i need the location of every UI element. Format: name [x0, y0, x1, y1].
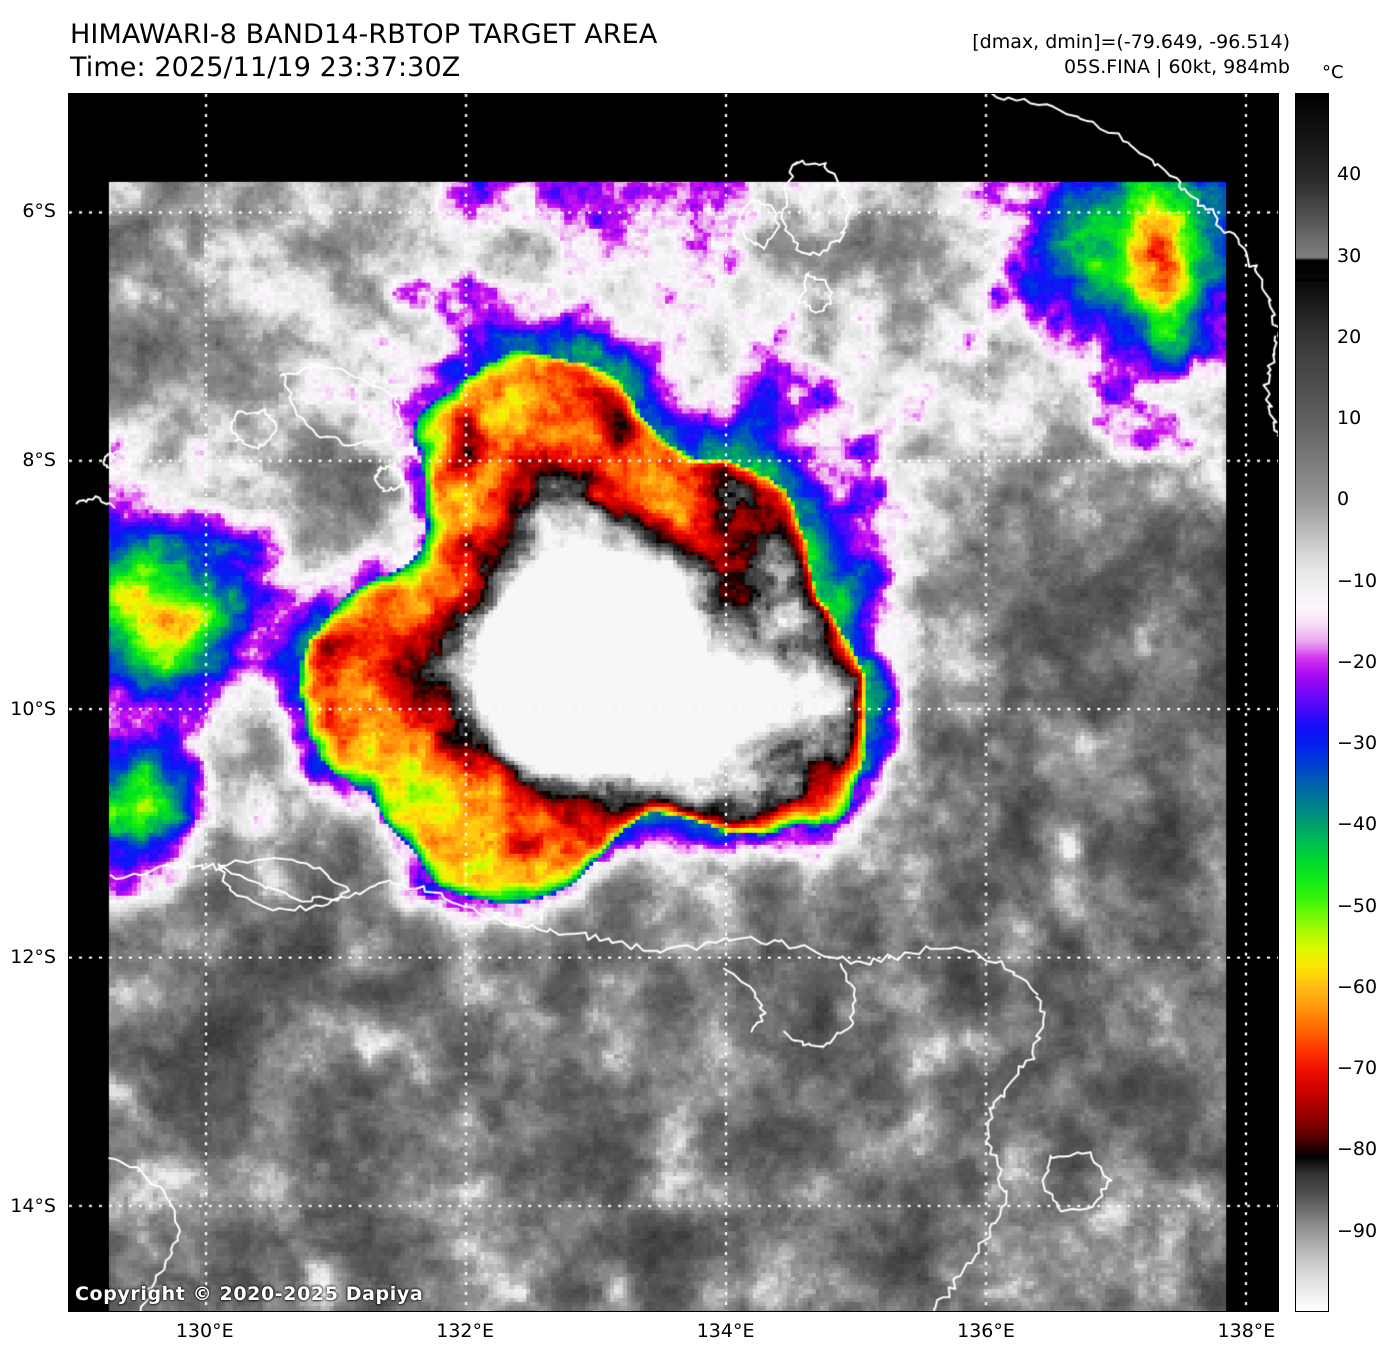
colorbar-tick-label: −80 — [1337, 1138, 1378, 1161]
colorbar-tick-label: −30 — [1337, 732, 1378, 755]
copyright-notice: Copyright © 2020-2025 Dapiya — [75, 1283, 424, 1305]
title-timestamp: Time: 2025/11/19 23:37:30Z — [70, 52, 461, 83]
storm-info-label: 05S.FINA | 60kt, 984mb — [1063, 56, 1290, 78]
title-primary: HIMAWARI-8 BAND14-RBTOP TARGET AREA — [70, 19, 658, 50]
colorbar-tick-label: 40 — [1337, 163, 1362, 186]
colorbar-tick-label: 10 — [1337, 407, 1362, 430]
latitude-tick-label: 6°S — [22, 200, 56, 223]
longitude-tick-label: 132°E — [436, 1320, 495, 1342]
colorbar-tick-label: −50 — [1337, 894, 1378, 917]
colorbar-main-segment — [1295, 279, 1329, 1312]
colorbar-tick-label: −70 — [1337, 1057, 1378, 1080]
colorbar-tick-label: 30 — [1337, 244, 1362, 267]
figure-metadata: [dmax, dmin]=(-79.649, -96.514) 05S.FINA… — [972, 30, 1290, 80]
colorbar-tick-label: −10 — [1337, 569, 1378, 592]
figure-title: HIMAWARI-8 BAND14-RBTOP TARGET AREA Time… — [70, 18, 657, 84]
temperature-colorbar: 40 30 20 10 0 −10 −20 −30 −40 −50 −60 −70 −80 −90 — [1295, 93, 1377, 1312]
colorbar-tick-label: −60 — [1337, 975, 1378, 998]
satellite-plot-area: Copyright © 2020-2025 Dapiya — [68, 93, 1279, 1312]
colorbar-tick-label: 0 — [1337, 488, 1350, 511]
longitude-tick-label: 134°E — [696, 1320, 755, 1342]
latitude-tick-label: 14°S — [10, 1195, 56, 1218]
latitude-tick-label: 10°S — [10, 697, 56, 720]
colorbar-upper-segment — [1295, 93, 1329, 280]
colorbar-unit-label: °C — [1322, 62, 1344, 83]
longitude-tick-label: 138°E — [1217, 1320, 1276, 1342]
latitude-tick-label: 8°S — [22, 448, 56, 471]
colorbar-tick-label: −90 — [1337, 1219, 1378, 1242]
satellite-imagery-canvas — [69, 94, 1278, 1311]
longitude-tick-label: 136°E — [957, 1320, 1015, 1342]
colorbar-tick-label: 20 — [1337, 325, 1362, 348]
latitude-tick-label: 12°S — [10, 946, 56, 969]
longitude-tick-label: 130°E — [175, 1320, 234, 1342]
colorbar-tick-label: −40 — [1337, 813, 1378, 836]
dmax-dmin-label: [dmax, dmin]=(-79.649, -96.514) — [972, 31, 1290, 53]
colorbar-tick-label: −20 — [1337, 650, 1378, 673]
